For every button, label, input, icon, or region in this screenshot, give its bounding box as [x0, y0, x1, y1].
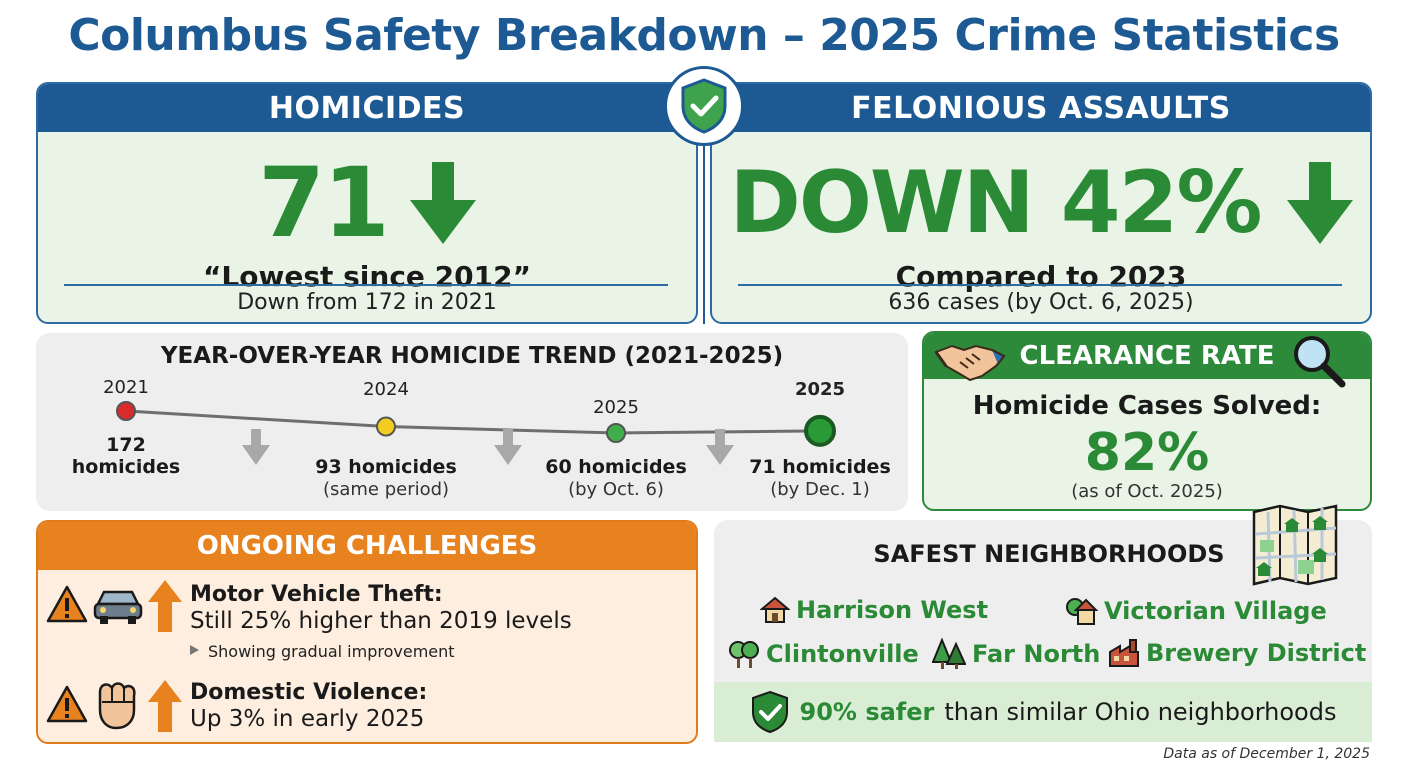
assaults-comparison: Compared to 2023	[895, 260, 1187, 293]
trend-value: 172 homicides	[71, 434, 181, 478]
fist-icon	[98, 682, 136, 730]
car-icon	[93, 590, 143, 624]
trend-year-label: 2021	[103, 377, 149, 398]
pine-icon	[932, 638, 966, 669]
trend-value: 60 homicides	[545, 456, 687, 478]
up-arrow-icon	[148, 680, 182, 732]
neighborhood-item: Brewery District	[1108, 638, 1366, 668]
trend-year-label: 2025	[794, 379, 846, 400]
down-arrow-icon	[409, 162, 476, 244]
trend-year-label: 2024	[363, 379, 409, 400]
assaults-header: FELONIOUS ASSAULTS	[712, 84, 1370, 132]
map-icon	[1252, 504, 1338, 586]
homicides-header: HOMICIDES	[38, 84, 696, 132]
trend-point	[804, 414, 836, 447]
trend-note: (by Oct. 6)	[568, 479, 664, 500]
trend-value: 93 homicides	[315, 456, 457, 478]
badge-connector	[703, 146, 705, 324]
neighborhoods-footer-text: than similar Ohio neighborhoods	[944, 698, 1337, 726]
challenge-text: Still 25% higher than 2019 levels	[190, 608, 572, 634]
shield-check-icon	[681, 78, 727, 134]
trend-chart	[116, 401, 836, 465]
warning-icon	[46, 685, 88, 723]
assaults-card: FELONIOUS ASSAULTS DOWN 42% Compared to …	[710, 82, 1372, 324]
warning-icon	[46, 585, 88, 623]
magnifier-icon	[1294, 336, 1346, 388]
assaults-headline: DOWN 42%	[729, 153, 1262, 253]
challenge-text: Up 3% in early 2025	[190, 706, 425, 732]
challenges-card: ONGOING CHALLENGES Motor Vehicle Theft: …	[36, 520, 698, 744]
neighborhoods-footer: 90% safer than similar Ohio neighborhood…	[714, 682, 1372, 742]
play-bullet-icon	[190, 645, 199, 655]
trend-title: YEAR-OVER-YEAR HOMICIDE TREND (2021-2025…	[160, 343, 784, 369]
shield-badge	[664, 66, 744, 146]
clearance-note: (as of Oct. 2025)	[1071, 481, 1223, 502]
homicides-number: 71	[258, 147, 390, 259]
homicides-card: HOMICIDES 71 “Lowest since 2012” Down fr…	[36, 82, 698, 324]
shield-check-icon	[751, 690, 788, 734]
handshake-icon	[934, 344, 1006, 382]
neighborhoods-card: SAFEST NEIGHBORHOODS Harrison West Victo…	[714, 520, 1372, 742]
trend-card: YEAR-OVER-YEAR HOMICIDE TREND (2021-2025…	[36, 333, 908, 511]
homicides-detail: Down from 172 in 2021	[237, 290, 497, 315]
up-arrow-icon	[148, 580, 182, 632]
homicides-quote: “Lowest since 2012”	[202, 260, 531, 293]
footnote: Data as of December 1, 2025	[1163, 746, 1370, 762]
clearance-percent: 82%	[1084, 423, 1210, 483]
trend-point	[606, 423, 626, 443]
neighborhoods-title: SAFEST NEIGHBORHOODS	[873, 540, 1225, 568]
neighborhood-item: Victorian Village	[1066, 596, 1327, 626]
factory-icon	[1109, 639, 1139, 667]
trend-note: (same period)	[322, 479, 450, 500]
trend-note: (by Dec. 1)	[770, 479, 870, 500]
challenges-header: ONGOING CHALLENGES	[38, 522, 696, 570]
neighborhood-item: Harrison West	[760, 596, 988, 624]
trend-point	[376, 416, 396, 437]
challenge-title: Domestic Violence:	[190, 680, 428, 705]
down-arrow-icon	[242, 429, 270, 465]
house-icon	[1066, 598, 1098, 625]
challenge-note: Showing gradual improvement	[208, 642, 455, 661]
trend-point	[116, 401, 136, 421]
challenge-title: Motor Vehicle Theft:	[190, 582, 443, 607]
page-title: Columbus Safety Breakdown – 2025 Crime S…	[68, 10, 1340, 61]
neighborhood-item: Far North	[932, 638, 1100, 670]
down-arrow-icon	[494, 429, 522, 465]
down-arrow-icon	[1286, 162, 1353, 244]
tree-icon	[729, 641, 759, 668]
trend-year-label: 2025	[593, 397, 639, 418]
clearance-line: Homicide Cases Solved:	[972, 391, 1322, 421]
assaults-detail: 636 cases (by Oct. 6, 2025)	[888, 290, 1194, 315]
house-icon	[760, 596, 790, 623]
neighborhood-item: Clintonville	[728, 638, 919, 670]
neighborhoods-highlight: 90% safer	[799, 698, 935, 726]
trend-value: 71 homicides	[749, 456, 891, 478]
down-arrow-icon	[706, 429, 734, 465]
